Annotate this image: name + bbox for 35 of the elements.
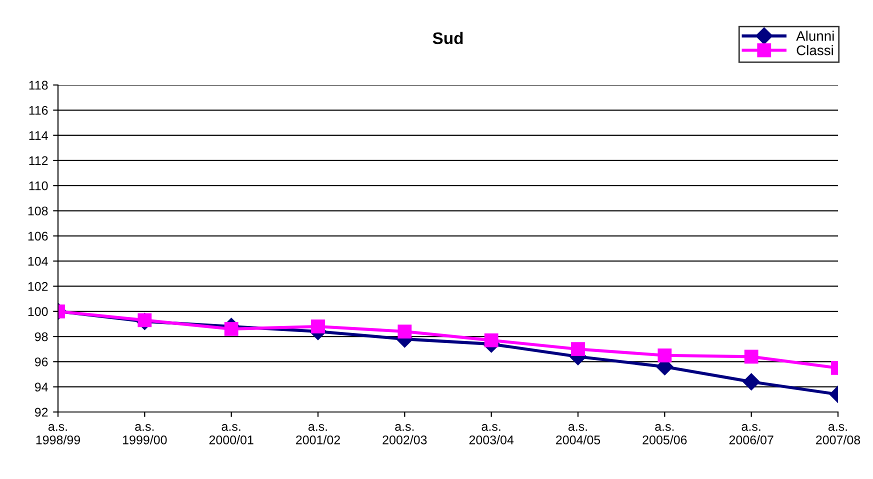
y-tick-label: 106 [28, 232, 48, 241]
x-tick-label: a.s. 2007/08 [816, 424, 860, 444]
y-tick-label: 98 [34, 332, 48, 342]
x-tick-label: a.s. 1998/99 [36, 424, 80, 444]
x-tick-label: a.s. 1999/00 [123, 424, 167, 444]
point [571, 342, 585, 356]
legend-label: Alunni [796, 30, 834, 41]
y-tick-label: 110 [29, 181, 48, 190]
y-tick-label: 114 [29, 131, 48, 140]
y-tick-label: 100 [28, 307, 48, 316]
y-tick-label: 102 [28, 282, 48, 291]
y-tick-label: 92 [34, 408, 48, 417]
x-tick-label: a.s. 2001/02 [296, 424, 340, 444]
y-tick-label: 112 [29, 156, 48, 165]
y-tick-label: 116 [29, 106, 48, 115]
x-tick-label: a.s. 2004/05 [556, 424, 600, 444]
x-tick-label: a.s. 2005/06 [642, 424, 687, 444]
y-tick-label: 108 [28, 206, 48, 216]
chart-title: Sud [432, 32, 463, 44]
x-tick-label: a.s. 2002/03 [382, 424, 427, 444]
y-tick-label: 94 [34, 382, 48, 392]
point [224, 322, 238, 336]
point [484, 333, 498, 348]
point [398, 324, 412, 338]
legend-label: Classi [796, 45, 833, 56]
x-tick-label: a.s. 2003/04 [469, 424, 514, 444]
point [744, 350, 758, 364]
point [658, 348, 672, 362]
y-tick-label: 96 [34, 357, 48, 366]
x-tick-label: a.s. 2006/07 [729, 424, 774, 444]
x-tick-label: a.s. 2000/01 [209, 424, 254, 444]
y-tick-label: 104 [28, 256, 48, 266]
point [311, 320, 325, 334]
point [742, 373, 760, 390]
y-tick-label: 118 [29, 80, 48, 90]
